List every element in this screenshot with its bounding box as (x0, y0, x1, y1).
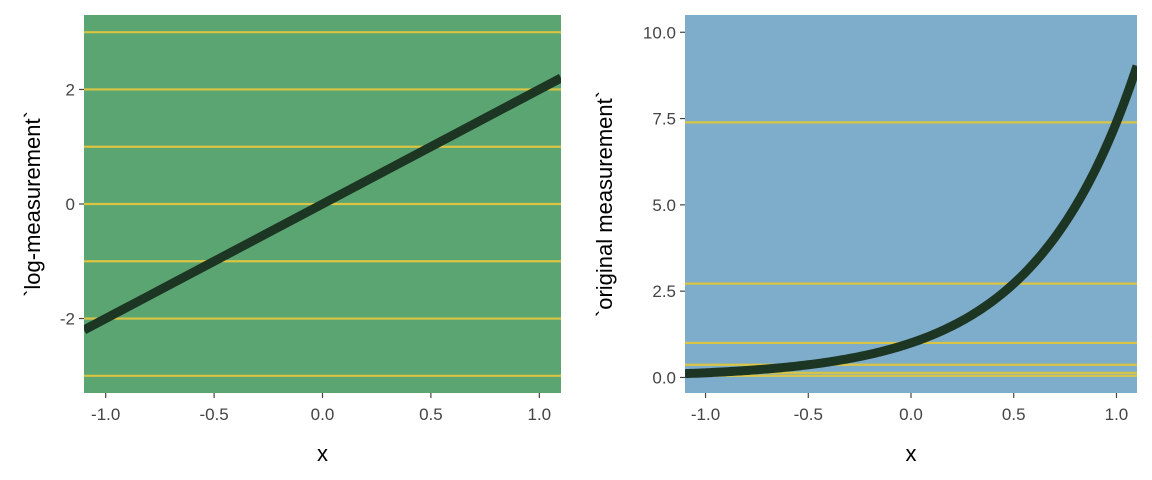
x-tick-label: -1.0 (91, 405, 120, 424)
plot-background (685, 15, 1137, 393)
series-line-0 (84, 74, 561, 334)
x-tick-label: -1.0 (691, 405, 720, 424)
x-tick-label: 0.0 (899, 405, 923, 424)
y-tick-label: 10.0 (643, 23, 676, 42)
x-tick-label: -0.5 (199, 405, 228, 424)
left-panel: -1.0 -0.5 0.0 0.5 1.0 -2 0 2 x `log-measurement` (20, 15, 561, 466)
x-tick-label: -0.5 (794, 405, 823, 424)
y-tick-label: 0 (66, 195, 75, 214)
x-tick-label: 0.5 (419, 405, 443, 424)
x-tick-label: 0.5 (1002, 405, 1026, 424)
right-panel: -1.0 -0.5 0.0 0.5 1.0 0.0 2.5 5.0 7.5 10.0 x `origi… (592, 15, 1137, 466)
plot-area (685, 64, 1137, 379)
y-tick-label: -2 (60, 310, 75, 329)
series-line-0 (685, 64, 1137, 379)
plot-area (84, 31, 561, 377)
x-tick-label: 1.0 (527, 405, 551, 424)
y-tick-label: 2 (66, 80, 75, 99)
y-tick-label: 2.5 (652, 282, 676, 301)
y-axis-title: `log-measurement` (20, 111, 45, 297)
y-axis-title: `original measurement` (592, 91, 617, 317)
y-tick-label: 5.0 (652, 196, 676, 215)
y-tick-label: 0.0 (652, 368, 676, 387)
x-axis-title: x (906, 441, 917, 466)
x-tick-label: 1.0 (1105, 405, 1129, 424)
x-axis-title: x (317, 441, 328, 466)
y-tick-label: 7.5 (652, 110, 676, 129)
x-tick-label: 0.0 (311, 405, 335, 424)
